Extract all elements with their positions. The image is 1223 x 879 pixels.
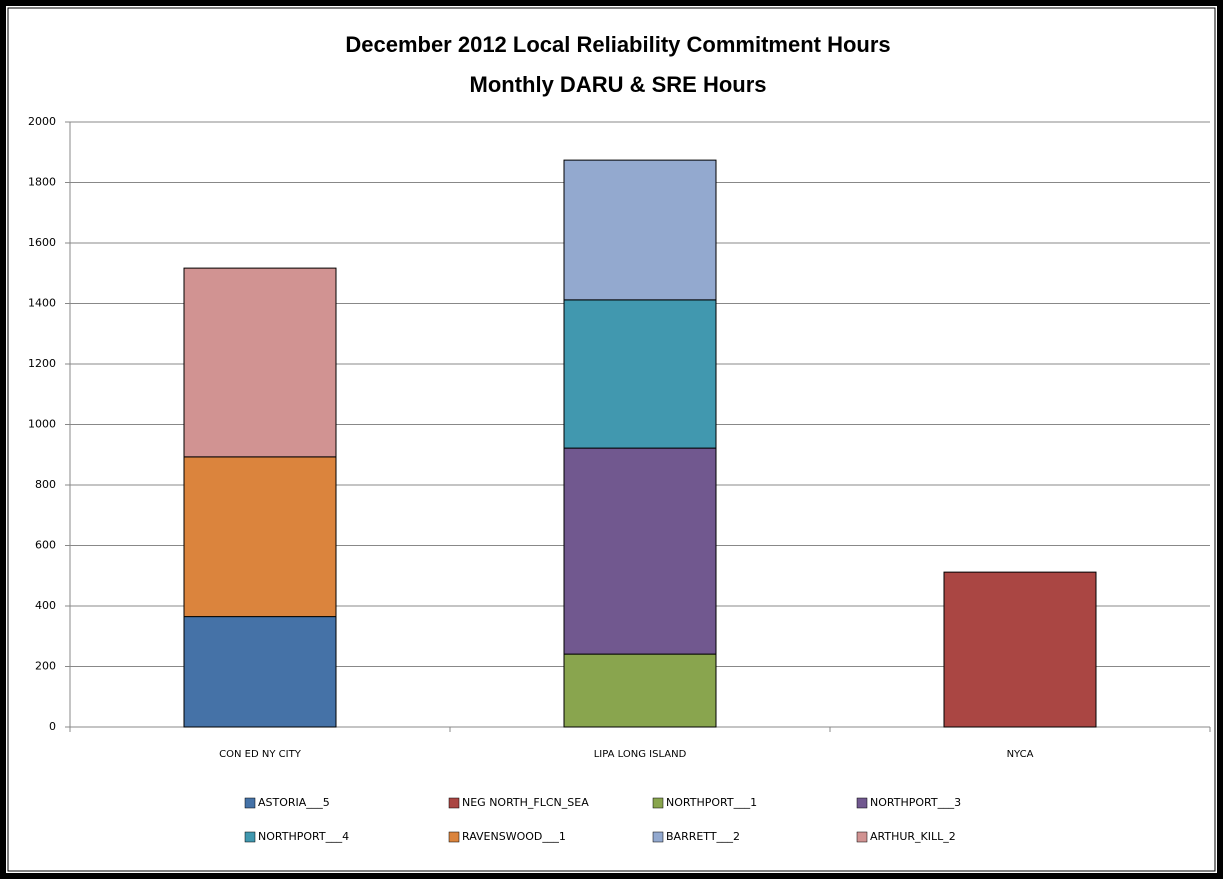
x-tick-label: NYCA <box>1007 749 1034 760</box>
y-tick-label: 1400 <box>28 297 56 310</box>
chart-inner-frame <box>7 7 1216 872</box>
y-tick-label: 400 <box>35 599 56 612</box>
chart-title: December 2012 Local Reliability Commitme… <box>345 32 890 57</box>
legend-label: BARRETT___2 <box>666 830 740 843</box>
bar-segment <box>563 447 717 655</box>
bar-segment <box>563 653 717 728</box>
legend-swatch <box>652 831 664 843</box>
bar-segment <box>183 456 337 618</box>
y-tick-label: 800 <box>35 478 56 491</box>
bar-segment <box>563 299 717 449</box>
bar-segment <box>183 267 337 458</box>
bar-segment <box>563 159 717 301</box>
x-tick-label: LIPA LONG ISLAND <box>594 749 687 760</box>
legend-label: ARTHUR_KILL_2 <box>870 830 956 843</box>
legend-swatch <box>448 797 460 809</box>
y-tick-label: 1800 <box>28 176 56 189</box>
x-tick-label: CON ED NY CITY <box>219 749 302 760</box>
legend-label: NORTHPORT___3 <box>870 796 961 809</box>
legend-label: NORTHPORT___4 <box>258 830 349 843</box>
bar-segment <box>183 616 337 728</box>
legend-swatch <box>856 797 868 809</box>
y-tick-label: 2000 <box>28 115 56 128</box>
y-tick-label: 1000 <box>28 418 56 431</box>
legend-label: NORTHPORT___1 <box>666 796 757 809</box>
legend-swatch <box>448 831 460 843</box>
legend-swatch <box>244 831 256 843</box>
y-tick-label: 1600 <box>28 236 56 249</box>
y-tick-label: 0 <box>49 720 56 733</box>
legend-label: NEG NORTH_FLCN_SEA <box>462 796 589 809</box>
legend-swatch <box>652 797 664 809</box>
legend-swatch <box>244 797 256 809</box>
y-tick-label: 1200 <box>28 357 56 370</box>
legend-label: ASTORIA___5 <box>258 796 330 809</box>
y-tick-label: 600 <box>35 539 56 552</box>
chart-subtitle: Monthly DARU & SRE Hours <box>470 72 767 97</box>
legend-swatch <box>856 831 868 843</box>
bar-segment <box>943 571 1097 728</box>
legend-label: RAVENSWOOD___1 <box>462 830 566 843</box>
y-tick-label: 200 <box>35 660 56 673</box>
